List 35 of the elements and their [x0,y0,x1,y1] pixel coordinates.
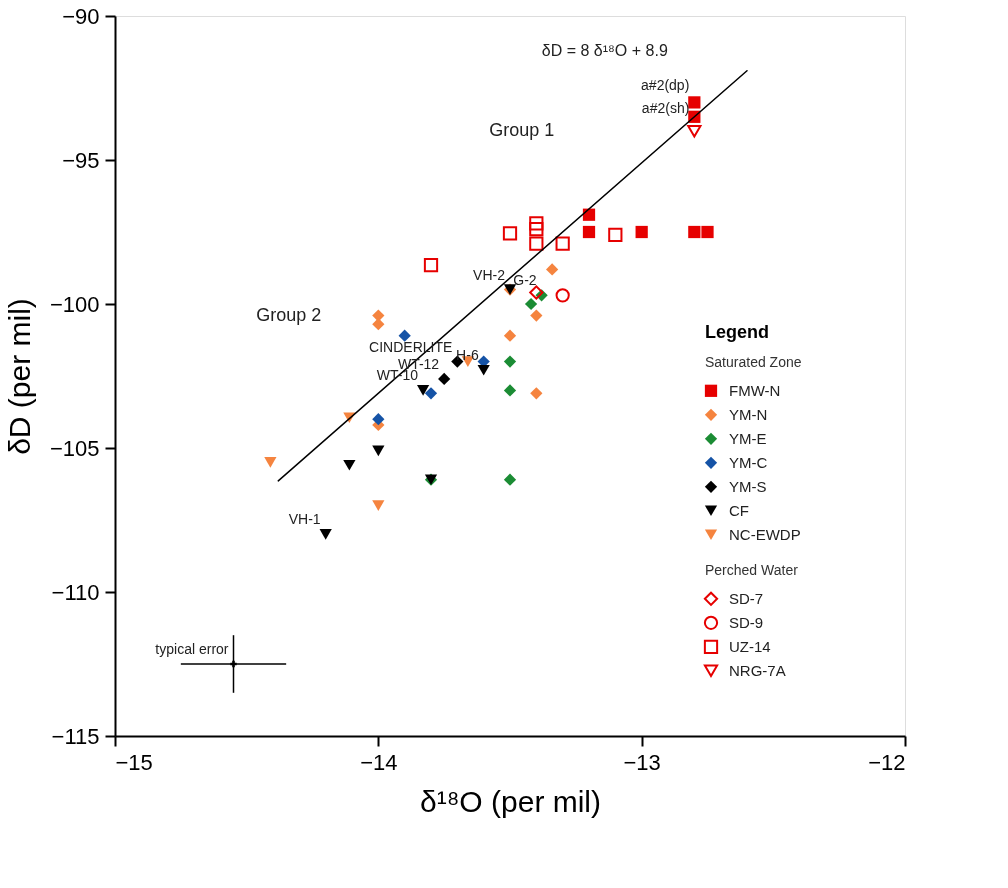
legend-label: NRG-7A [729,661,786,679]
legend-label: CF [729,501,749,519]
annotation: VH-2 [473,266,506,283]
annotation: typical error [155,641,229,657]
legend-label: YM-C [729,453,768,471]
legend-label: SD-7 [729,589,764,607]
legend-label: NC-EWDP [729,525,801,543]
x-tick-label: −12 [868,749,906,775]
annotation: Group 1 [489,120,555,140]
legend-label: YM-N [729,405,768,423]
legend-label: FMW-N [729,381,781,399]
annotation: Saturated Zone [705,353,802,370]
x-tick-label: −13 [623,749,661,775]
y-tick-label: −115 [51,723,100,749]
annotation: Perched Water [705,561,799,578]
annotation: Group 2 [256,305,322,325]
y-tick-label: −90 [62,3,100,29]
legend-title: Legend [705,321,770,342]
y-tick-label: −95 [62,147,100,173]
annotation: a#2(dp) [641,76,690,93]
x-tick-label: −15 [115,749,153,775]
legend-label: YM-E [729,429,767,447]
y-axis-title: δD (per mil) [2,298,36,455]
annotation: G-2 [513,272,537,289]
y-tick-label: −100 [49,291,100,317]
annotation: δD = 8 δ¹⁸O + 8.9 [541,42,668,59]
legend-label: UZ-14 [729,637,771,655]
annotation: a#2(sh) [641,99,690,116]
x-axis-title: δ¹⁸O (per mil) [419,784,602,818]
legend-label: SD-9 [729,613,764,631]
x-tick-label: −14 [360,749,398,775]
annotation: VH-1 [288,511,321,528]
y-tick-label: −110 [51,579,100,605]
y-tick-label: −105 [49,435,100,461]
legend-label: YM-S [729,477,767,495]
